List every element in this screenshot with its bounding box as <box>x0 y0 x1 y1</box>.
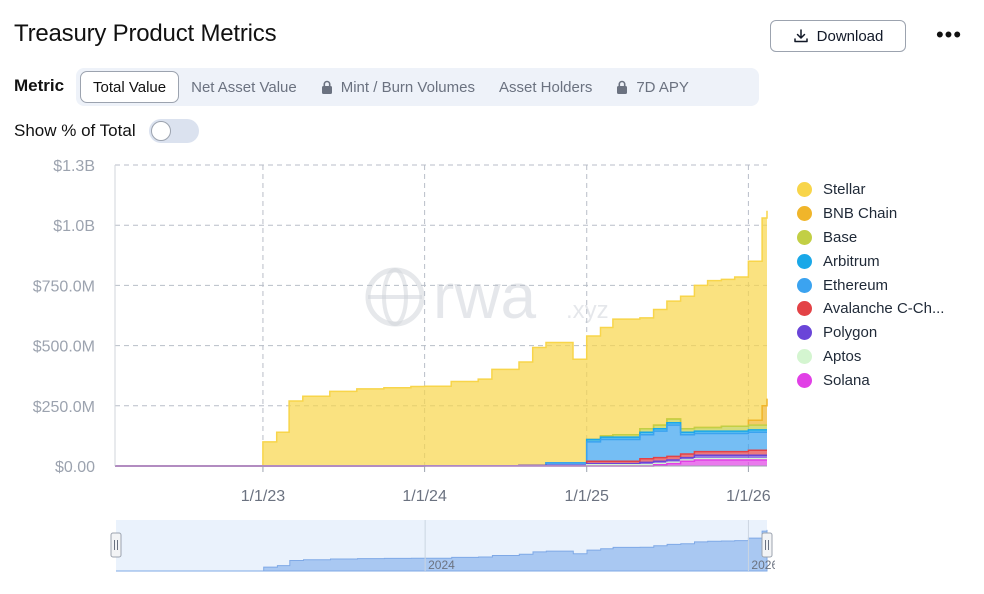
tab-label: Asset Holders <box>498 78 593 96</box>
legend-label: Aptos <box>823 347 862 365</box>
area-stellar[interactable] <box>115 210 767 466</box>
y-tick-label: $750.0M <box>33 278 95 295</box>
tab-label: Total Value <box>93 78 167 96</box>
legend-item[interactable]: Avalanche C-Ch... <box>797 297 944 321</box>
download-icon <box>793 29 808 43</box>
download-button[interactable]: Download <box>770 20 906 52</box>
metric-label: Metric <box>14 76 65 95</box>
chart-legend: Stellar BNB Chain Base Arbitrum Ethereum Aval… <box>797 178 944 392</box>
legend-swatch <box>797 277 812 293</box>
more-options-button[interactable]: ••• <box>934 22 964 47</box>
legend-swatch <box>797 325 812 341</box>
show-percent-label: Show % of Total <box>14 121 136 140</box>
legend-item[interactable]: Polygon <box>797 321 944 345</box>
area-avalanche-c-ch-[interactable] <box>115 450 767 466</box>
y-tick-label: $0.00 <box>55 459 95 476</box>
area-ethereum[interactable] <box>115 425 767 466</box>
watermark-text: rwa <box>433 260 537 332</box>
line-stellar <box>115 210 768 467</box>
legend-label: Stellar <box>823 181 866 199</box>
y-tick-label: $250.0M <box>33 399 95 416</box>
x-tick-label: 1/1/26 <box>726 488 771 505</box>
show-percent-toggle[interactable] <box>149 119 199 143</box>
download-label: Download <box>816 27 884 45</box>
tab-net-asset-value[interactable]: Net Asset Value <box>179 71 309 103</box>
stacked-area-chart: rwa .xyz $0.00$250.0M$500.0M$750.0M$1.0B$… <box>33 158 771 505</box>
page-title: Treasury Product Metrics <box>14 20 277 47</box>
x-tick-label: 1/1/23 <box>241 488 286 505</box>
legend-swatch <box>797 301 812 317</box>
navigator-right-handle[interactable] <box>761 532 773 558</box>
more-icon: ••• <box>935 22 963 47</box>
metric-tabs: Total Value Net Asset Value Mint / Burn … <box>76 68 759 106</box>
watermark: rwa .xyz <box>365 260 609 332</box>
y-tick-label: $500.0M <box>33 339 95 356</box>
axes: $0.00 $250.0M $500.0M $750.0M $1.0B $1.3B 1/1/… <box>33 158 771 505</box>
legend-swatch <box>797 253 812 269</box>
navigator-label: 2024 <box>428 558 455 572</box>
navigator-series <box>116 529 768 572</box>
legend-swatch <box>797 206 812 222</box>
tab-label: Mint / Burn Volumes <box>340 78 475 96</box>
area-series <box>115 210 768 467</box>
area-polygon[interactable] <box>115 455 767 466</box>
watermark-suffix: .xyz <box>566 297 609 324</box>
legend-item[interactable]: Base <box>797 226 944 250</box>
legend-swatch <box>797 372 812 388</box>
legend-swatch <box>797 348 812 364</box>
lock-icon <box>321 80 332 94</box>
legend-label: Solana <box>823 371 870 389</box>
tab-asset-holders[interactable]: Asset Holders <box>487 71 604 103</box>
legend-label: Polygon <box>823 324 878 342</box>
tab-label: Net Asset Value <box>191 78 297 96</box>
navigator-left-handle[interactable] <box>110 532 122 558</box>
x-tick-label: 1/1/25 <box>564 488 609 505</box>
legend-item[interactable]: Aptos <box>797 345 944 369</box>
range-navigator[interactable]: 2024 2026 <box>110 518 775 574</box>
toggle-knob <box>151 121 171 141</box>
legend-item[interactable]: Stellar <box>797 178 944 202</box>
legend-label: BNB Chain <box>823 205 898 223</box>
tab-7d-apy[interactable]: 7D APY <box>604 71 701 103</box>
tab-label: 7D APY <box>636 78 689 96</box>
legend-swatch <box>797 229 812 245</box>
legend-label: Ethereum <box>823 276 889 294</box>
legend-label: Base <box>823 228 858 246</box>
legend-item[interactable]: Ethereum <box>797 273 944 297</box>
legend-item[interactable]: Solana <box>797 368 944 392</box>
legend-item[interactable]: BNB Chain <box>797 202 944 226</box>
legend-item[interactable]: Arbitrum <box>797 249 944 273</box>
tab-mint-burn-volumes[interactable]: Mint / Burn Volumes <box>309 71 487 103</box>
lock-icon <box>617 80 628 94</box>
x-tick-label: 1/1/24 <box>402 488 447 505</box>
y-tick-label: $1.0B <box>53 218 95 235</box>
y-tick-label: $1.3B <box>53 158 95 175</box>
tab-total-value[interactable]: Total Value <box>80 71 180 103</box>
legend-label: Arbitrum <box>823 252 880 270</box>
legend-label: Avalanche C-Ch... <box>823 300 945 318</box>
navigator-label: 2026 <box>751 558 775 572</box>
legend-swatch <box>797 182 812 198</box>
